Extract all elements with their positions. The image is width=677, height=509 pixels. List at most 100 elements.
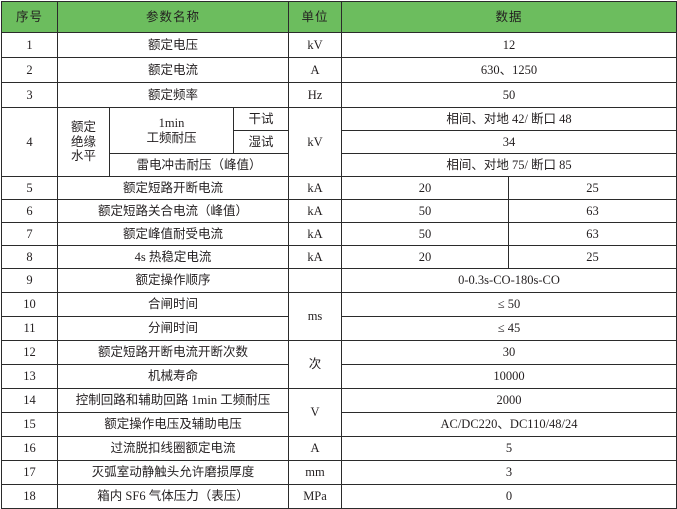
row-number: 3 [1,82,58,108]
row-sub-param-name: 1min 工频耐压 [109,107,234,154]
header-cell-no: 序号 [1,1,58,33]
row-number: 10 [1,292,58,317]
row-sub-test-dry: 干试 [233,107,289,131]
row-data-value-b: 63 [507,199,677,223]
row-unit: kA [288,176,342,200]
row-number: 15 [1,412,58,437]
row-number: 1 [1,32,58,58]
table-row: 10 合闸时间 ms ≤ 50 [1,292,677,341]
row-data-value: 12 [340,32,677,58]
header-cell-data: 数据 [340,1,677,33]
row-data-value-a: 50 [341,199,509,223]
row-data-value-b: 25 [507,245,677,269]
row-param-name: 额定短路开断电流 [57,176,289,200]
table-row: 13 机械寿命 10000 [1,364,677,389]
row-param-name: 4s 热稳定电流 [57,245,289,269]
table-row: 8 4s 热稳定电流 kA 20 25 [1,245,677,269]
row-data-value: 10000 [340,364,677,389]
table-row: 9 额定操作顺序 0-0.3s-CO-180s-CO [1,268,677,293]
row-data-value: ≤ 50 [340,292,677,317]
row-number: 2 [1,57,58,83]
row-data-value-dry: 相间、对地 42/ 断口 48 [340,107,677,131]
row-data-value-wet: 34 [340,130,677,154]
row-unit: V [288,388,342,437]
row-sub-param-line: 工频耐压 [146,130,197,145]
row-param-name: 额定频率 [57,82,289,108]
row-data-value: AC/DC220、DC110/48/24 [340,412,677,437]
row-group-label: 额定 绝缘 水平 [57,107,110,177]
row-data-value: 30 [340,340,677,365]
table-row: 5 额定短路开断电流 kA 20 25 [1,176,677,200]
row-number: 11 [1,316,58,341]
row-param-name: 额定操作顺序 [57,268,289,293]
row-data-value-a: 50 [341,222,509,246]
row-number: 9 [1,268,58,293]
row-param-name: 额定操作电压及辅助电压 [57,412,289,437]
table-row: 2 额定电流 A 630、1250 [1,57,677,83]
row-unit: mm [288,460,342,485]
row-unit: kA [288,245,342,269]
row-data-value: 0-0.3s-CO-180s-CO [340,268,677,293]
table-row: 15 额定操作电压及辅助电压 AC/DC220、DC110/48/24 [1,412,677,437]
row-number: 8 [1,245,58,269]
row-data-value-b: 25 [507,176,677,200]
row-data-value: 2000 [340,388,677,413]
row-sub-param-impulse: 雷电冲击耐压（峰值） [109,153,289,177]
row-number: 14 [1,388,58,413]
row-unit: 次 [288,340,342,389]
row-unit: kV [288,107,342,177]
row-data-value-impulse: 相间、对地 75/ 断口 85 [340,153,677,177]
row-data-value: ≤ 45 [340,316,677,341]
row-group-label-line: 水平 [70,149,96,164]
header-cell-param: 参数名称 [57,1,289,33]
row-number: 13 [1,364,58,389]
row-param-name: 额定电压 [57,32,289,58]
row-data-value: 5 [340,436,677,461]
row-unit: kA [288,222,342,246]
row-group-label-line: 额定 [70,120,96,135]
row-param-name: 机械寿命 [57,364,289,389]
table-row: 12 额定短路开断电流开断次数 次 30 [1,340,677,389]
table-row: 雷电冲击耐压（峰值） 相间、对地 75/ 断口 85 [2,153,677,177]
row-number: 12 [1,340,58,365]
table-row: 1 额定电压 kV 12 [1,32,677,58]
row-param-name: 过流脱扣线圈额定电流 [57,436,289,461]
table-row: 湿试 34 [2,130,677,154]
table-row: 7 额定峰值耐受电流 kA 50 63 [1,222,677,246]
row-param-name: 控制回路和辅助回路 1min 工频耐压 [57,388,289,413]
row-unit [288,268,342,293]
row-sub-param-line: 1min [158,116,185,131]
row-sub-test-wet: 湿试 [233,130,289,154]
row-param-name: 分闸时间 [57,316,289,341]
row-number: 7 [1,222,58,246]
row-unit: A [288,436,342,461]
row-unit: Hz [288,82,342,108]
table-row: 17 灭弧室动静触头允许磨损厚度 mm 3 [1,460,677,485]
row-param-name: 合闸时间 [57,292,289,317]
row-data-value: 50 [340,82,677,108]
row-number: 6 [1,199,58,223]
table-row: 14 控制回路和辅助回路 1min 工频耐压 V 2000 [1,388,677,437]
row-data-value-b: 63 [507,222,677,246]
table-row: 6 额定短路关合电流（峰值） kA 50 63 [1,199,677,223]
row-number: 17 [1,460,58,485]
table-row: 4 额定 绝缘 水平 1min 工频耐压 干试 kV 相间、对地 42/ 断口 … [1,107,677,177]
row-unit: kA [288,199,342,223]
row-data-value: 3 [340,460,677,485]
row-unit: ms [288,292,342,341]
row-param-name: 额定短路开断电流开断次数 [57,340,289,365]
table-row: 16 过流脱扣线圈额定电流 A 5 [1,436,677,461]
table-row: 3 额定频率 Hz 50 [1,82,677,108]
row-param-name: 灭弧室动静触头允许磨损厚度 [57,460,289,485]
row-number: 4 [1,107,58,177]
row-param-name: 额定峰值耐受电流 [57,222,289,246]
row-data-value-a: 20 [341,245,509,269]
table-header-row: 序号 参数名称 单位 数据 [1,1,677,33]
row-param-name: 额定短路关合电流（峰值） [57,199,289,223]
row-group-label-line: 绝缘 [70,134,96,149]
row-unit: A [288,57,342,83]
row-data-value: 630、1250 [340,57,677,83]
header-cell-unit: 单位 [288,1,342,33]
row-number: 16 [1,436,58,461]
